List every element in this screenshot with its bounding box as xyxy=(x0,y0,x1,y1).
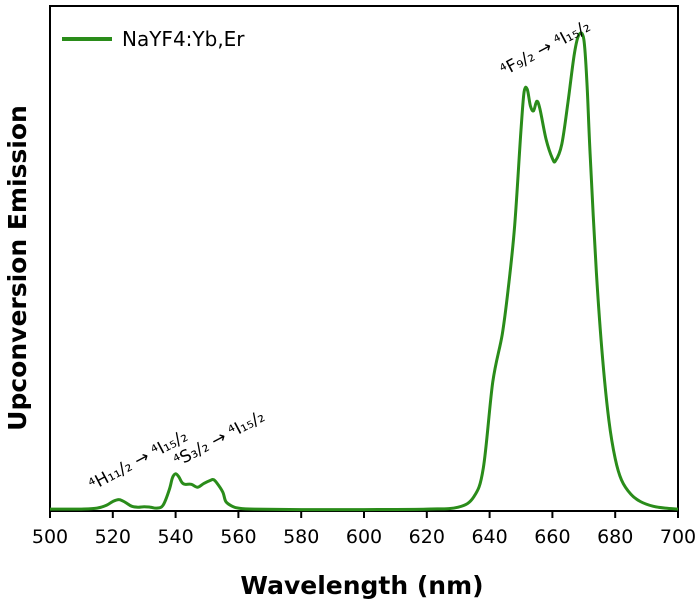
plot-frame xyxy=(49,5,679,512)
x-tick-label: 700 xyxy=(660,526,696,548)
plot-border xyxy=(49,5,679,512)
x-tick-label: 680 xyxy=(597,526,633,548)
x-tick-label: 520 xyxy=(95,526,131,548)
x-tick-label: 500 xyxy=(32,526,68,548)
x-tick-label: 620 xyxy=(409,526,445,548)
series-line xyxy=(50,31,679,512)
legend-label: NaYF4:Yb,Er xyxy=(122,27,245,51)
x-tick-label: 640 xyxy=(471,526,507,548)
x-tick-label: 600 xyxy=(346,526,382,548)
x-tick-label: 540 xyxy=(157,526,193,548)
x-tick-label: 580 xyxy=(283,526,319,548)
x-tick-label: 660 xyxy=(534,526,570,548)
transition-annotation: ⁴F₉/₂ → ⁴I₁₅/₂ xyxy=(497,16,594,80)
x-tick-label: 560 xyxy=(220,526,256,548)
x-ticks: 500 520 540 560 580 600 620 640 660 680 700 xyxy=(32,511,696,548)
x-axis-title: Wavelength (nm) xyxy=(240,571,483,600)
y-axis-title: Upconversion Emission xyxy=(3,105,32,431)
series-layer xyxy=(50,31,679,512)
legend: NaYF4:Yb,Er xyxy=(62,27,245,51)
